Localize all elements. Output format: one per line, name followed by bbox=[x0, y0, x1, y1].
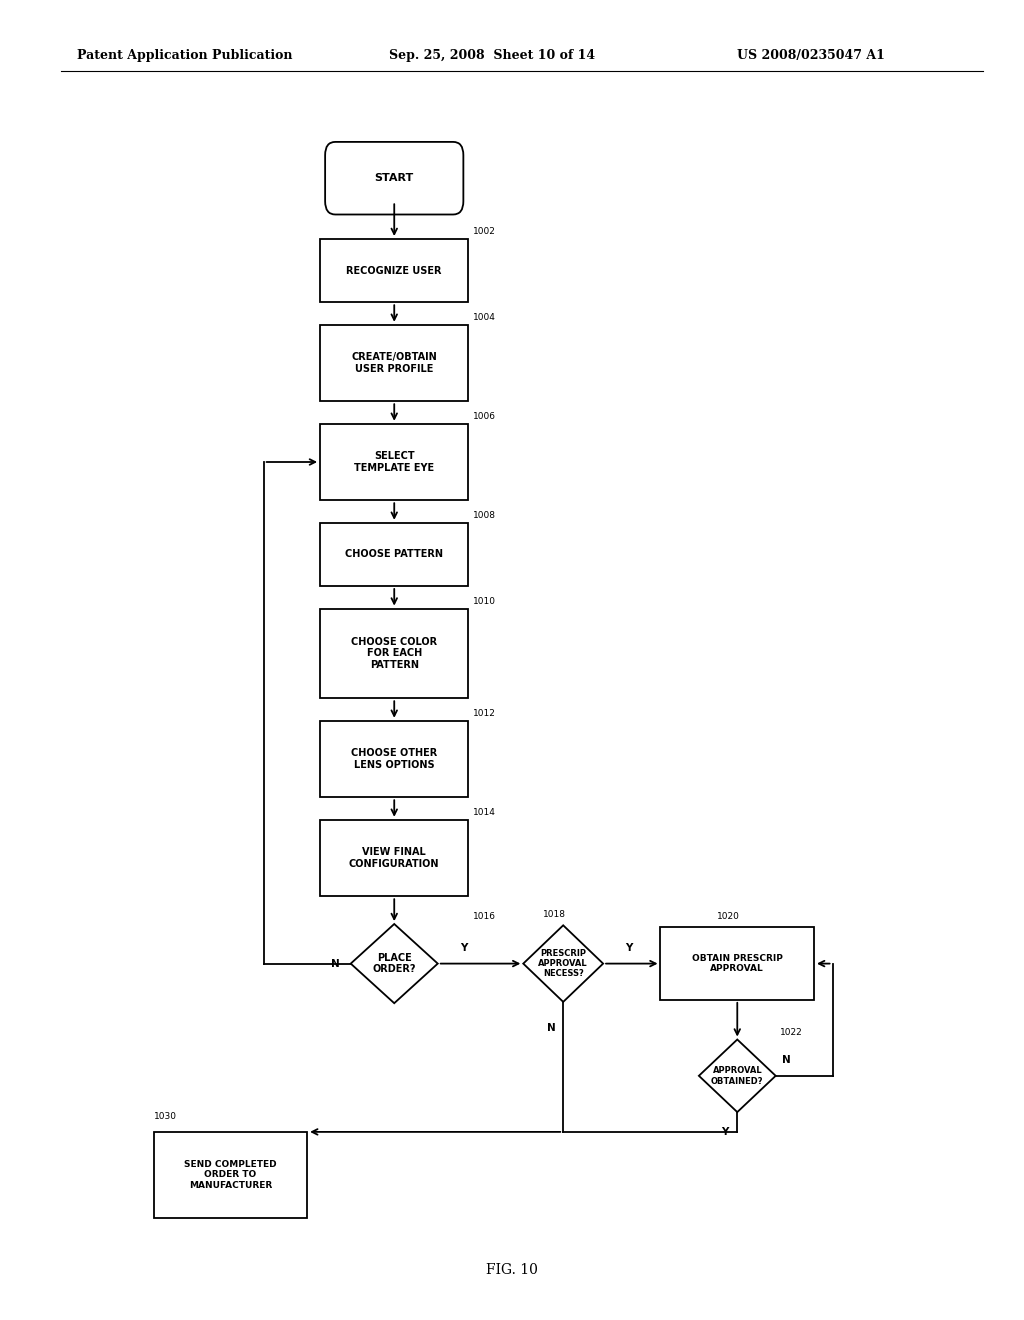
Text: CHOOSE PATTERN: CHOOSE PATTERN bbox=[345, 549, 443, 560]
Text: CHOOSE COLOR
FOR EACH
PATTERN: CHOOSE COLOR FOR EACH PATTERN bbox=[351, 636, 437, 671]
Polygon shape bbox=[523, 925, 603, 1002]
Text: 1020: 1020 bbox=[717, 912, 739, 921]
Text: N: N bbox=[331, 958, 340, 969]
Bar bbox=[319, 609, 469, 698]
FancyBboxPatch shape bbox=[326, 141, 463, 214]
Text: Y: Y bbox=[721, 1127, 729, 1137]
Text: 1006: 1006 bbox=[473, 412, 496, 421]
Bar bbox=[154, 1131, 307, 1217]
Text: 1016: 1016 bbox=[473, 912, 496, 921]
Bar bbox=[319, 239, 469, 302]
Text: Sep. 25, 2008  Sheet 10 of 14: Sep. 25, 2008 Sheet 10 of 14 bbox=[389, 49, 595, 62]
Text: 1018: 1018 bbox=[543, 909, 565, 919]
Text: PLACE
ORDER?: PLACE ORDER? bbox=[373, 953, 416, 974]
Bar bbox=[319, 721, 469, 797]
Text: 1014: 1014 bbox=[473, 808, 496, 817]
Text: OBTAIN PRESCRIP
APPROVAL: OBTAIN PRESCRIP APPROVAL bbox=[692, 954, 782, 973]
Text: 1010: 1010 bbox=[473, 597, 496, 606]
Text: CHOOSE OTHER
LENS OPTIONS: CHOOSE OTHER LENS OPTIONS bbox=[351, 748, 437, 770]
Text: START: START bbox=[375, 173, 414, 183]
Text: US 2008/0235047 A1: US 2008/0235047 A1 bbox=[737, 49, 885, 62]
Text: 1008: 1008 bbox=[473, 511, 496, 520]
Text: 1012: 1012 bbox=[473, 709, 496, 718]
Text: 1004: 1004 bbox=[473, 313, 496, 322]
Text: RECOGNIZE USER: RECOGNIZE USER bbox=[346, 265, 442, 276]
Text: CREATE/OBTAIN
USER PROFILE: CREATE/OBTAIN USER PROFILE bbox=[351, 352, 437, 374]
Text: 1030: 1030 bbox=[154, 1113, 176, 1121]
Polygon shape bbox=[350, 924, 438, 1003]
Text: APPROVAL
OBTAINED?: APPROVAL OBTAINED? bbox=[711, 1067, 764, 1085]
Text: FIG. 10: FIG. 10 bbox=[486, 1263, 538, 1276]
Text: N: N bbox=[781, 1055, 791, 1065]
Bar bbox=[319, 325, 469, 401]
Bar bbox=[319, 820, 469, 896]
Bar bbox=[660, 927, 814, 1001]
Polygon shape bbox=[698, 1040, 776, 1111]
Text: SEND COMPLETED
ORDER TO
MANUFACTURER: SEND COMPLETED ORDER TO MANUFACTURER bbox=[184, 1160, 276, 1189]
Text: SELECT
TEMPLATE EYE: SELECT TEMPLATE EYE bbox=[354, 451, 434, 473]
Text: Y: Y bbox=[460, 942, 467, 953]
Text: Patent Application Publication: Patent Application Publication bbox=[77, 49, 292, 62]
Bar bbox=[319, 523, 469, 586]
Bar bbox=[319, 424, 469, 500]
Text: PRESCRIP
APPROVAL
NECESS?: PRESCRIP APPROVAL NECESS? bbox=[539, 949, 588, 978]
Text: 1002: 1002 bbox=[473, 227, 496, 236]
Text: 1022: 1022 bbox=[780, 1028, 803, 1038]
Text: Y: Y bbox=[625, 942, 633, 953]
Text: VIEW FINAL
CONFIGURATION: VIEW FINAL CONFIGURATION bbox=[349, 847, 439, 869]
Text: N: N bbox=[547, 1023, 555, 1034]
